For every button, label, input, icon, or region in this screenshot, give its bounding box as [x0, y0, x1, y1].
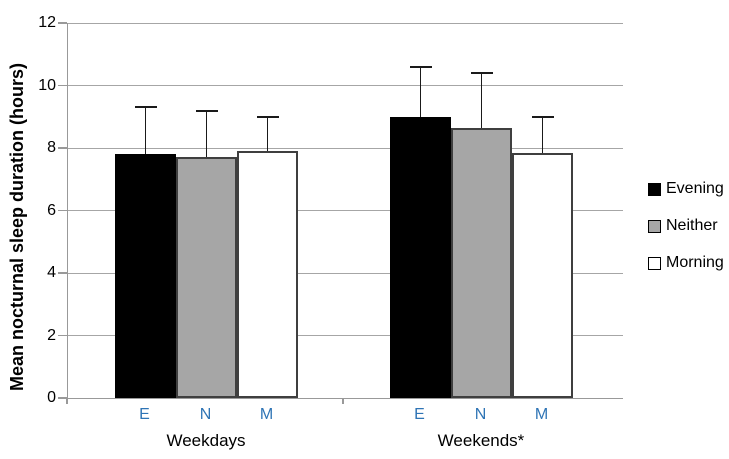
bar-weekends-morning — [512, 152, 573, 398]
y-tick-label-2: 2 — [47, 326, 56, 344]
y-tick-label-6: 6 — [47, 201, 56, 219]
y-tick-10 — [58, 84, 67, 87]
gridline-y10 — [68, 85, 623, 86]
bar-weekdays-neither — [176, 157, 237, 398]
y-tick-8 — [58, 147, 67, 149]
bar-sublabel-e-1: E — [139, 406, 150, 423]
error-bar-line — [205, 110, 208, 158]
gridline-y4 — [68, 272, 623, 274]
category-label-weekdays: Weekdays — [166, 431, 246, 450]
category-label-weekends: Weekends* — [437, 431, 525, 450]
gridline-y2 — [68, 335, 623, 336]
y-tick-4 — [58, 272, 67, 274]
bar-sublabel-n-2: N — [474, 406, 487, 423]
bar-sublabel-m-2: M — [534, 406, 549, 423]
gridline-y6 — [68, 210, 623, 211]
gridline-y12 — [68, 22, 623, 24]
y-tick-2 — [58, 334, 67, 337]
x-tick-1 — [342, 398, 344, 404]
bar-sublabel-n-1: N — [199, 406, 212, 423]
y-tick-12 — [58, 22, 67, 24]
y-tick-label-0: 0 — [47, 389, 56, 406]
legend-item-morning: Morning — [648, 254, 724, 271]
y-tick-label-12: 12 — [38, 14, 56, 31]
y-tick-label-8: 8 — [47, 139, 56, 156]
bar-sublabel-m-1: M — [259, 406, 274, 423]
gridline-y8 — [68, 147, 623, 149]
error-bar-cap — [531, 115, 554, 118]
error-bar-line — [541, 116, 544, 153]
bar-sublabel-e-2: E — [414, 406, 425, 423]
neither-swatch-icon — [648, 219, 661, 233]
bar-weekdays-evening — [115, 154, 176, 398]
bar-weekends-evening — [390, 116, 451, 398]
error-bar-cap — [409, 65, 432, 68]
error-bar-line — [480, 73, 483, 128]
legend-label-neither: Neither — [666, 217, 718, 234]
error-bar-cap — [195, 109, 218, 112]
legend-item-evening: Evening — [648, 180, 724, 197]
x-tick-0 — [66, 398, 68, 404]
error-bar-line — [144, 107, 147, 155]
morning-swatch-icon — [648, 256, 661, 270]
y-axis-title: Mean nocturnal sleep duration (hours) — [7, 62, 27, 392]
bar-weekdays-morning — [237, 151, 298, 398]
legend: Evening Neither Morning — [648, 180, 724, 292]
bar-weekends-neither — [451, 127, 512, 398]
error-bar-cap — [256, 115, 279, 118]
plot-area — [67, 22, 623, 399]
error-bar-line — [419, 66, 422, 117]
error-bar-cap — [134, 106, 157, 109]
legend-label-evening: Evening — [666, 180, 724, 197]
legend-item-neither: Neither — [648, 217, 724, 234]
error-bar-line — [266, 116, 269, 152]
legend-label-morning: Morning — [666, 254, 724, 271]
y-tick-label-4: 4 — [47, 264, 56, 281]
y-tick-label-10: 10 — [38, 76, 56, 94]
y-tick-6 — [58, 209, 67, 212]
evening-swatch-icon — [648, 182, 661, 196]
error-bar-cap — [470, 72, 493, 74]
y-tick-0 — [58, 397, 67, 399]
